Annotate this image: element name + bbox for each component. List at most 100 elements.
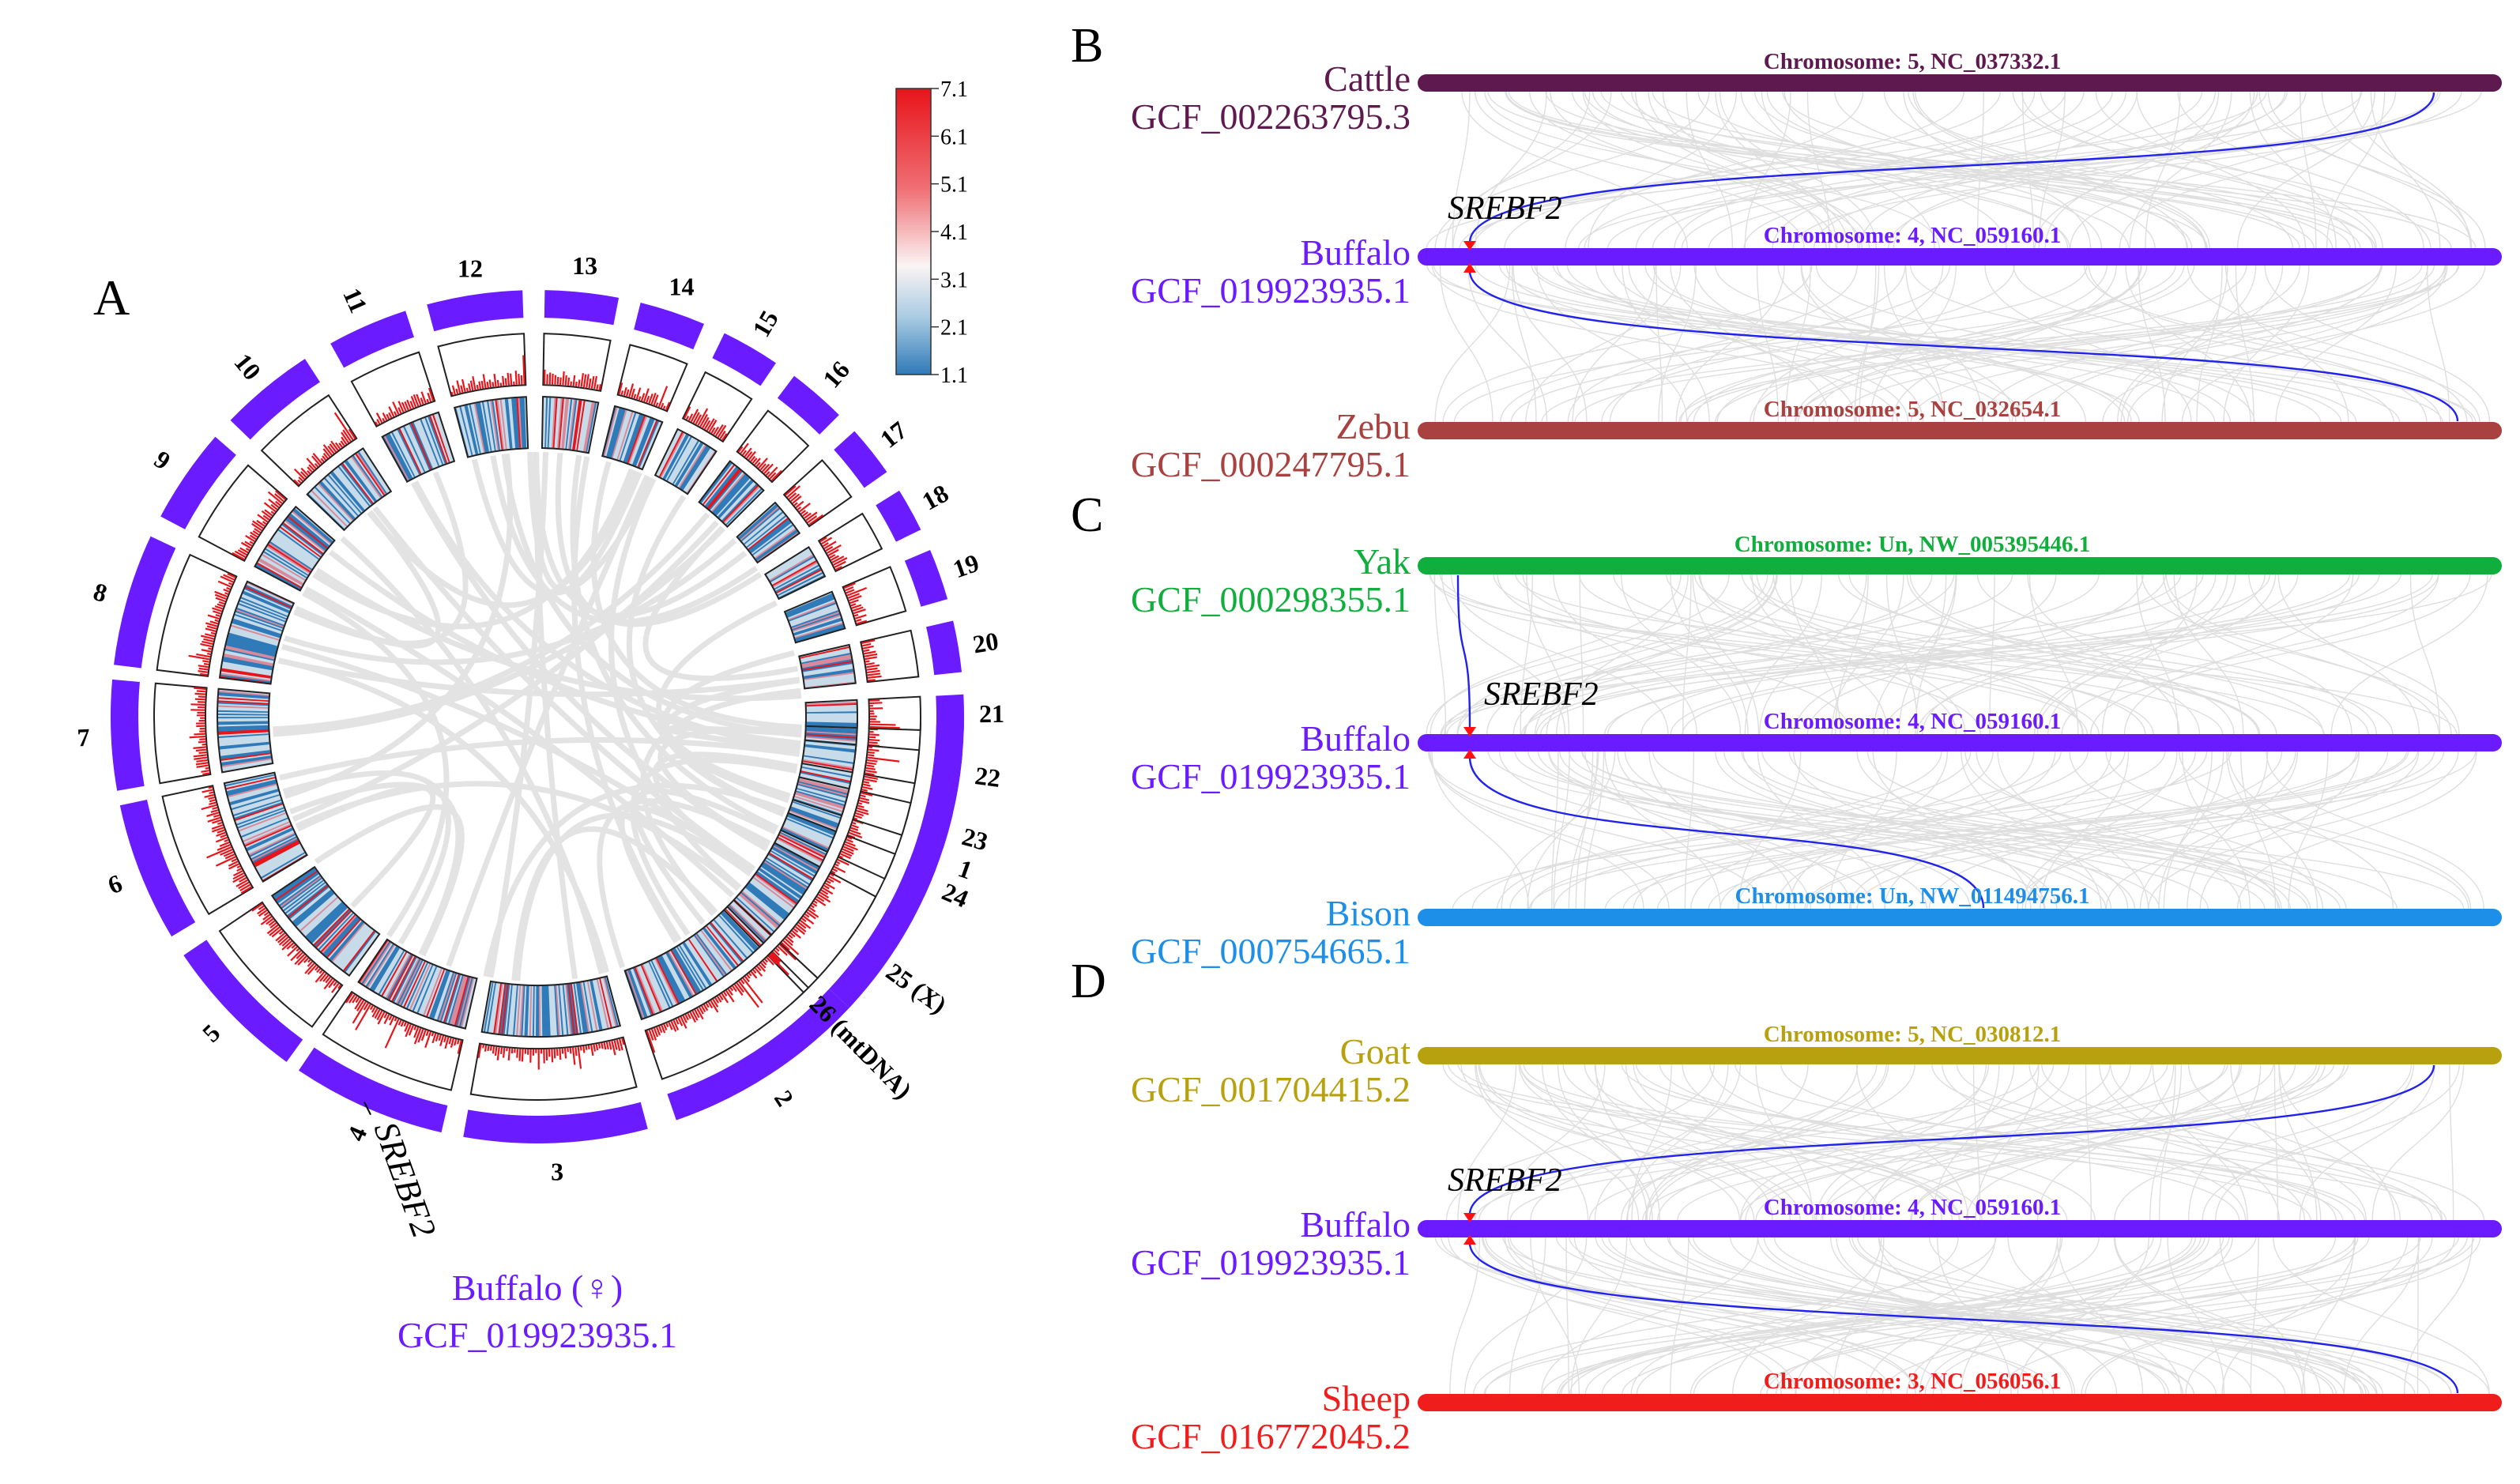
heatmap-cell [276,872,318,902]
heatmap-cell [429,970,448,1018]
heatmap-cell [778,834,825,858]
heatmap-cell [795,625,844,642]
srebf2-marker-bottom [1463,263,1476,273]
chromosome-label: 16 [817,356,855,394]
heatmap-cell [785,593,833,615]
heatmap-cell [258,560,303,587]
heatmap-cell [421,418,442,466]
heatmap-cell [603,407,618,457]
heatmap-cell [305,902,343,938]
heatmap-cell [675,947,703,992]
heatmap-cell [646,962,669,1009]
heatmap-cell [551,397,556,448]
heatmap-cell [706,468,739,508]
chromosome-label: Chromosome: 5, NC_037332.1 [1764,49,2061,74]
heatmap-cell [805,737,856,744]
heatmap-cell [322,916,358,955]
heatmap-outline [783,590,846,644]
heatmap-cell [612,410,629,459]
heatmap-cell [222,760,272,771]
line-track-box [681,371,753,443]
heatmap-cell [273,868,316,898]
heatmap-cell [256,844,301,870]
heatmap-cell [804,670,854,680]
chromosome-label: 19 [949,548,982,584]
heatmap-cell [454,977,469,1026]
heatmap-cell [450,976,466,1025]
heatmap-cell [740,893,779,928]
heatmap-cell [507,398,514,449]
heatmap-cell [792,612,840,631]
heatmap-cell [665,952,691,998]
heatmap-cell [685,450,715,493]
heatmap-cell [219,738,269,745]
heatmap-cell [218,699,269,703]
heatmap-cell [393,431,417,477]
line-track-bars [785,485,824,526]
heatmap-cell [616,412,634,460]
heatmap-cell [382,952,409,997]
heatmap-cell [784,823,831,845]
heatmap-cell [541,985,544,1036]
heatmap-cell [678,945,706,989]
heatmap-cell [806,733,857,739]
heatmap-cell [226,642,276,656]
heatmap-cell [759,866,803,896]
heatmap-cell [228,634,277,649]
heatmap-cell [245,824,292,847]
line-track-bars [450,355,525,396]
heatmap-cell [359,450,389,494]
heatmap-cell [628,416,647,464]
heatmap-cell [407,962,430,1010]
heatmap-cell [327,920,362,959]
heatmap-cell [461,406,475,455]
heatmap-cell [583,981,595,1031]
heatmap-cell [532,985,535,1036]
heatmap-cell [227,638,277,653]
heatmap-cell [218,705,269,709]
heatmap-cell [367,944,395,988]
heatmap-cell [735,898,774,934]
line-track-bars [861,639,882,682]
heatmap-outline [381,411,456,483]
heatmap-cell [772,846,817,873]
heatmap-cell [749,881,790,913]
heatmap-cell [288,885,329,918]
heatmap-cell [237,605,285,625]
heatmap-cell [287,517,327,550]
heatmap-cell [677,946,706,989]
species-name: Yak [1354,541,1411,582]
heatmap-cell [239,600,287,620]
heatmap-cell [606,408,621,457]
chromosome-22 [930,751,962,791]
heatmap-cell [325,476,360,516]
heatmap-cell [767,548,810,577]
heatmap-cell [385,435,411,480]
heatmap-cell [618,412,635,461]
heatmap-cell [394,957,419,1004]
heatmap-cell [288,886,330,919]
heatmap-cell [330,472,364,512]
heatmap-cell [751,522,793,555]
heatmap-cell [758,870,800,901]
heatmap-cell [283,879,324,912]
synteny-link [590,461,802,730]
heatmap-cell [477,402,488,453]
heatmap-cell [465,405,479,454]
line-track-bars [189,687,210,776]
heatmap-cell [303,899,341,936]
heatmap-cell [244,823,291,846]
heatmap-cell [228,783,277,798]
heatmap-cell [413,965,435,1012]
heatmap-cell [562,398,570,449]
heatmap-cell [802,765,852,777]
heatmap-cell [574,983,583,1034]
heatmap-outline [722,906,765,948]
heatmap-cell [806,723,857,727]
heatmap-cell [732,901,770,937]
heatmap-cell [447,975,464,1024]
heatmap-cell [413,421,435,469]
species-name: Cattle [1324,58,1411,99]
heatmap-cell [802,661,853,672]
heatmap-cell [515,985,522,1036]
